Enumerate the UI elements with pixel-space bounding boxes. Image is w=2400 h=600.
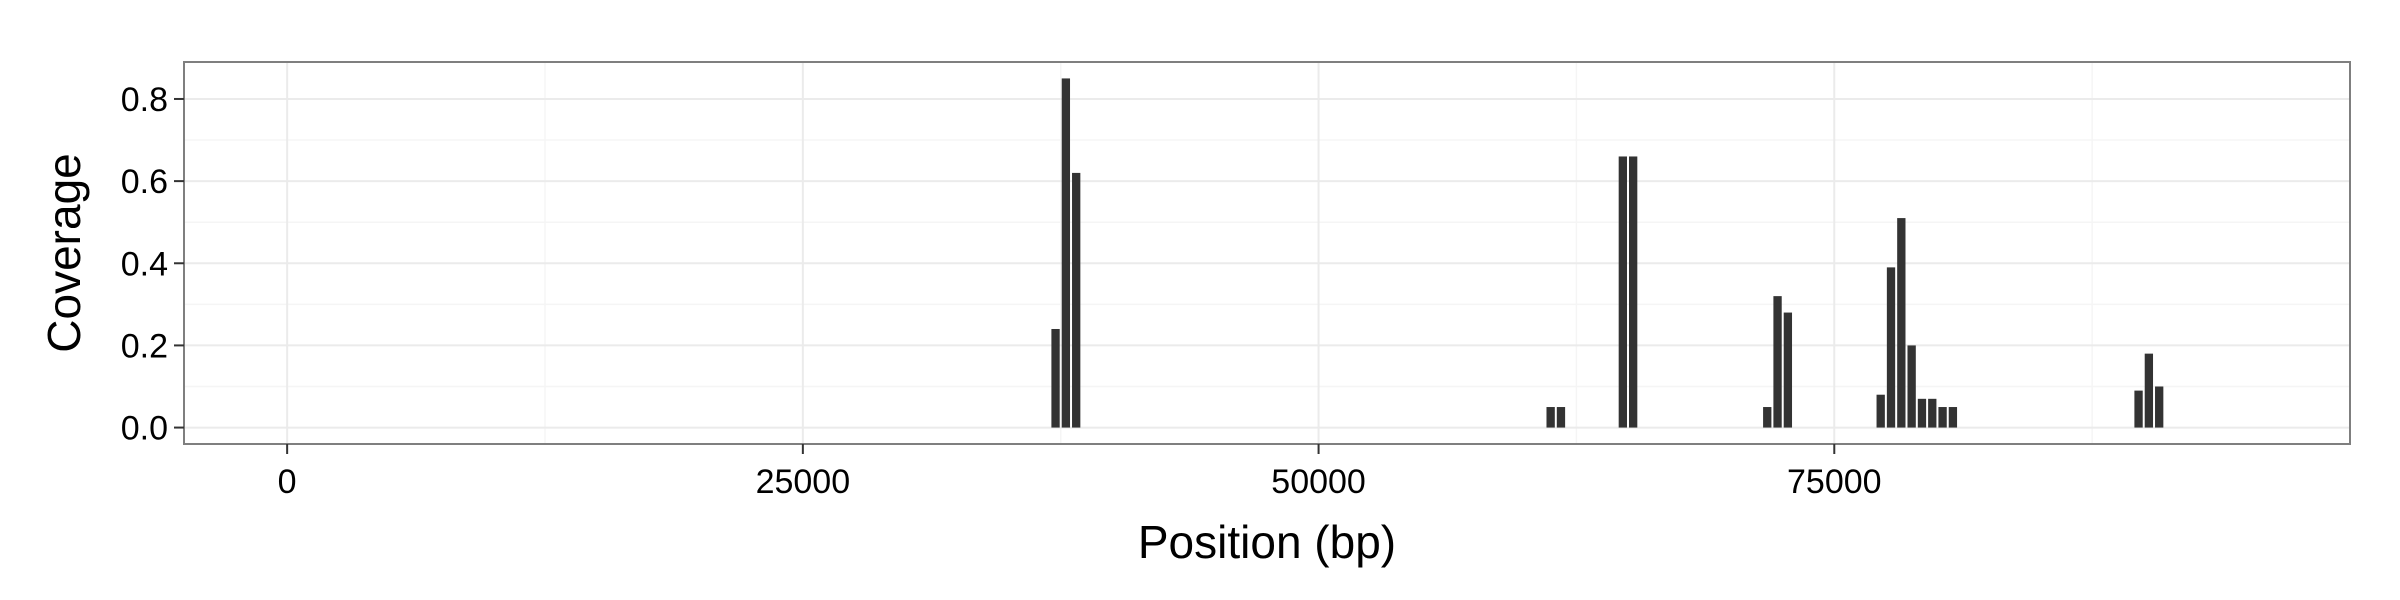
bar (1886, 267, 1896, 428)
y-tick-label: 0.8 (121, 81, 168, 119)
bar (1546, 407, 1555, 428)
grid-lines (184, 62, 2350, 444)
y-tick-label: 0.6 (121, 163, 168, 201)
bars (1051, 78, 2164, 428)
bar (1061, 78, 1071, 428)
x-axis-title: Position (bp) (1138, 516, 1396, 568)
y-tick-label: 0.2 (121, 327, 168, 365)
bar (1917, 398, 1927, 428)
bar (1876, 394, 1885, 428)
x-tick-label: 0 (278, 463, 297, 501)
bar (1783, 312, 1793, 428)
bar (1051, 328, 1060, 428)
bar (1948, 407, 1958, 428)
bar (1907, 345, 1916, 428)
x-tick-label: 75000 (1787, 463, 1882, 501)
y-axis: 0.0 0.2 0.4 0.6 0.8 (121, 81, 184, 448)
bar (1938, 407, 1947, 428)
y-axis-title: Coverage (38, 153, 90, 352)
bar (2144, 353, 2154, 428)
bar (1773, 296, 1782, 428)
y-tick-label: 0.4 (121, 245, 168, 283)
bar (1072, 172, 1081, 428)
bar (2155, 386, 2164, 428)
bar (1618, 156, 1627, 428)
bar (2134, 390, 2143, 428)
bar (1897, 218, 1906, 428)
bar (1556, 407, 1566, 428)
x-axis: 0 25000 50000 75000 (278, 444, 1882, 501)
y-tick-label: 0.0 (121, 410, 168, 448)
x-tick-label: 25000 (756, 463, 851, 501)
plot-border (183, 61, 2351, 445)
bar (1763, 407, 1772, 428)
x-tick-label: 50000 (1271, 463, 1366, 501)
bar (1629, 156, 1638, 428)
bar (1928, 398, 1937, 428)
